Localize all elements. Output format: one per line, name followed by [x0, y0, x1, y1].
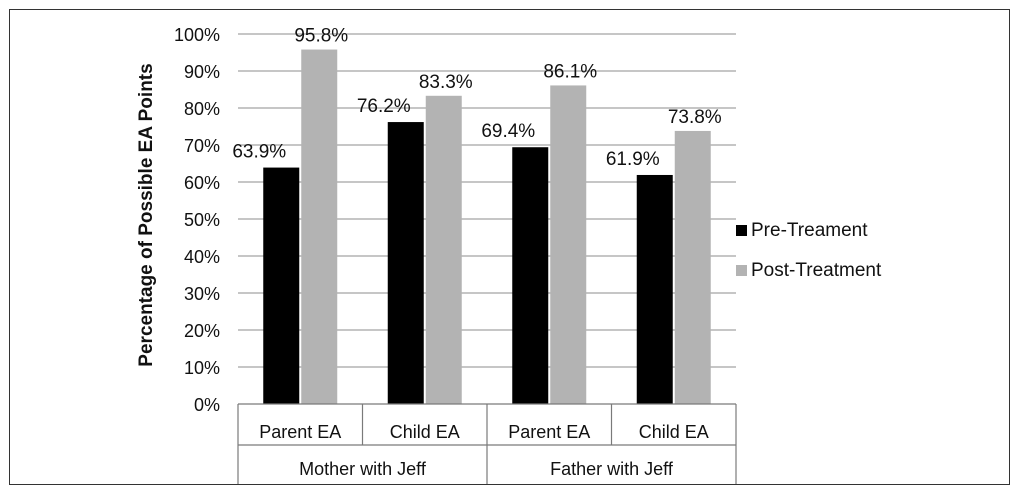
y-tick-label: 30% [184, 284, 220, 304]
x-group-label: Mother with Jeff [299, 459, 427, 479]
bars [263, 49, 711, 405]
y-tick-label: 70% [184, 136, 220, 156]
pre-treatment-bar [387, 122, 424, 404]
y-tick-label: 40% [184, 247, 220, 267]
y-tick-label: 80% [184, 99, 220, 119]
post-treatment-bar [674, 130, 711, 404]
y-tick-label: 20% [184, 321, 220, 341]
legend-swatch [736, 225, 747, 236]
x-category-label: Child EA [639, 422, 709, 442]
legend: Pre-Treament Post-Treatment [736, 220, 882, 281]
y-tick-label: 50% [184, 210, 220, 230]
pre-treatment-bar [512, 147, 549, 404]
x-axis: Parent EA Child EA Parent EA Child EA Mother… [237, 403, 737, 484]
chart-frame [9, 9, 1010, 485]
y-tick-label: 0% [194, 395, 220, 415]
y-tick-label: 10% [184, 358, 220, 378]
data-label: 61.9% [606, 149, 660, 170]
data-label: 86.1% [543, 61, 597, 82]
x-category-label: Child EA [390, 422, 460, 442]
x-category-label: Parent EA [508, 422, 590, 442]
data-label: 63.9% [232, 142, 286, 163]
data-label: 69.4% [481, 121, 535, 142]
pre-treatment-bar [636, 174, 673, 404]
legend-label: Pre-Treament [751, 220, 868, 241]
pre-treatment-bar [263, 167, 300, 404]
legend-label: Post-Treatment [751, 260, 882, 281]
post-treatment-bar [425, 95, 462, 404]
data-label: 83.3% [419, 72, 473, 93]
post-treatment-bar [301, 49, 338, 404]
data-label: 95.8% [294, 26, 348, 47]
post-treatment-bar [550, 85, 587, 405]
y-tick-label: 100% [174, 25, 220, 45]
x-category-label: Parent EA [259, 422, 341, 442]
data-label: 76.2% [357, 96, 411, 117]
y-tick-label: 60% [184, 173, 220, 193]
x-group-label: Father with Jeff [550, 459, 674, 479]
legend-swatch [736, 265, 747, 276]
data-label: 73.8% [668, 107, 722, 128]
data-labels: 63.9% 95.8% 76.2% 83.3% 69.4% 86.1% 61.9% 73.8% [232, 26, 721, 170]
y-tick-label: 90% [184, 62, 220, 82]
y-axis-label: Percentage of Possible EA Points [136, 63, 157, 366]
y-axis-ticks: 0% 10% 20% 30% 40% 50% 60% 70% 80% 90% 100% [174, 25, 220, 415]
